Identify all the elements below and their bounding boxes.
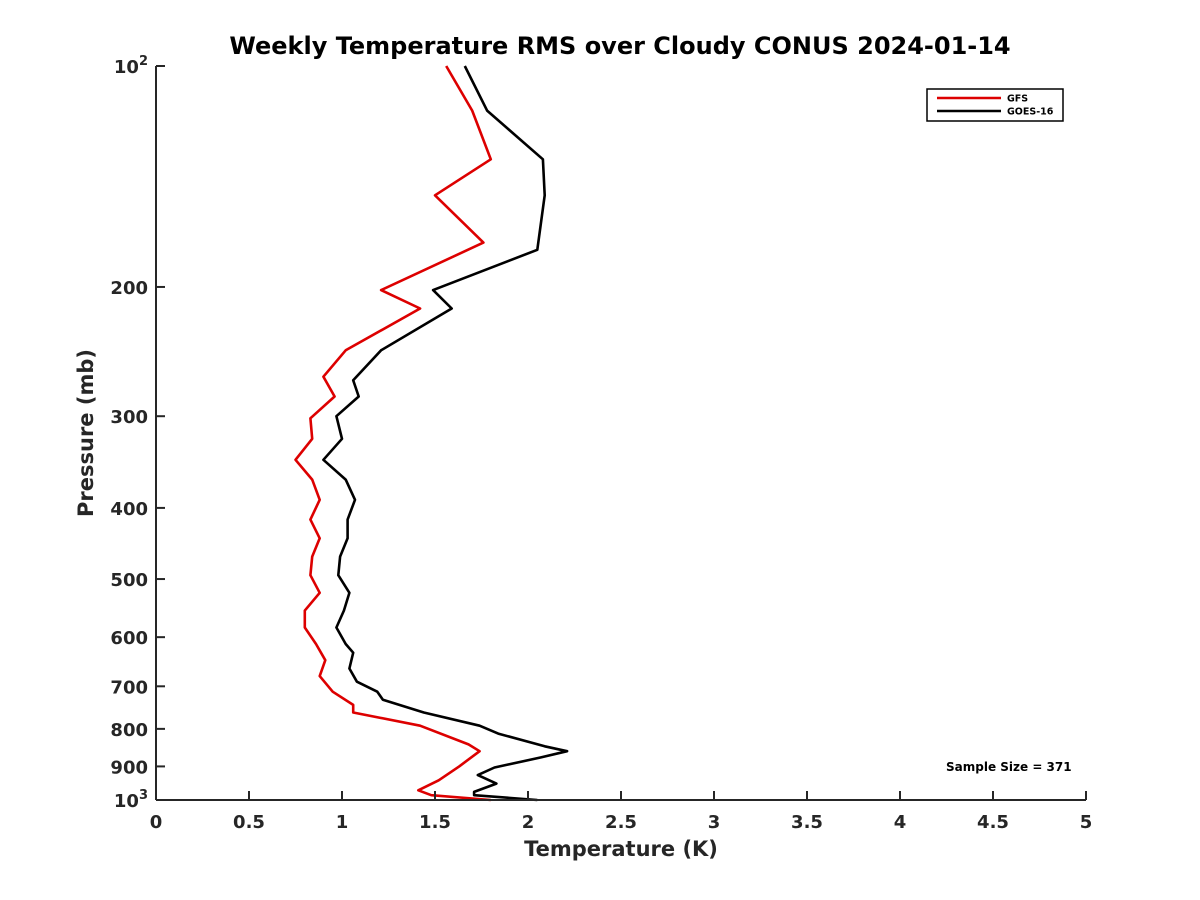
y-tick-base: 10 [114, 791, 139, 812]
y-tick-base: 700 [110, 677, 148, 698]
legend-label-gfs: GFS [1007, 94, 1028, 105]
y-tick-label: 103 [114, 788, 148, 812]
y-tick-base: 400 [110, 499, 148, 520]
y-tick-base: 300 [110, 407, 148, 428]
y-tick-label: 600 [110, 628, 148, 649]
x-tick-label: 2.5 [605, 812, 637, 833]
y-tick-exponent: 2 [139, 54, 148, 69]
y-tick-label: 102 [114, 54, 148, 78]
x-tick-label: 0 [150, 812, 163, 833]
x-tick-label: 1.5 [419, 812, 451, 833]
y-tick-label: 900 [110, 757, 148, 778]
legend-box [926, 88, 1064, 122]
x-tick-label: 2 [522, 812, 535, 833]
chart-title: Weekly Temperature RMS over Cloudy CONUS… [229, 32, 1010, 60]
y-tick-base: 600 [110, 628, 148, 649]
legend: GFS GOES-16 [926, 88, 1064, 122]
y-tick-label: 400 [110, 499, 148, 520]
y-tick-label: 500 [110, 570, 148, 591]
y-tick-base: 800 [110, 720, 148, 741]
series-line-gfs [294, 65, 493, 802]
x-tick-label: 4.5 [977, 812, 1009, 833]
y-tick-label: 700 [110, 677, 148, 698]
x-axis-label: Temperature (K) [524, 837, 718, 861]
x-tick-label: 3 [708, 812, 721, 833]
y-tick-label: 300 [110, 407, 148, 428]
y-tick-label: 200 [110, 278, 148, 299]
series-line-goes16 [322, 65, 569, 802]
legend-label-goes16: GOES-16 [1007, 107, 1054, 118]
y-tick-base: 500 [110, 570, 148, 591]
x-tick-label: 1 [336, 812, 349, 833]
x-tick-label: 5 [1080, 812, 1093, 833]
y-tick-base: 10 [114, 57, 139, 78]
y-tick-base: 900 [110, 757, 148, 778]
x-tick-label: 0.5 [233, 812, 265, 833]
y-tick-base: 200 [110, 278, 148, 299]
series-layer [294, 65, 569, 802]
sample-size-annotation: Sample Size = 371 [946, 760, 1072, 774]
y-tick-exponent: 3 [139, 788, 148, 803]
y-tick-label: 800 [110, 720, 148, 741]
x-tick-label: 4 [894, 812, 907, 833]
x-tick-label: 3.5 [791, 812, 823, 833]
y-axis-label: Pressure (mb) [74, 349, 98, 517]
x-axis-ticks: 0 0.5 1 1.5 2 2.5 3 3.5 4 4.5 5 [150, 791, 1093, 833]
